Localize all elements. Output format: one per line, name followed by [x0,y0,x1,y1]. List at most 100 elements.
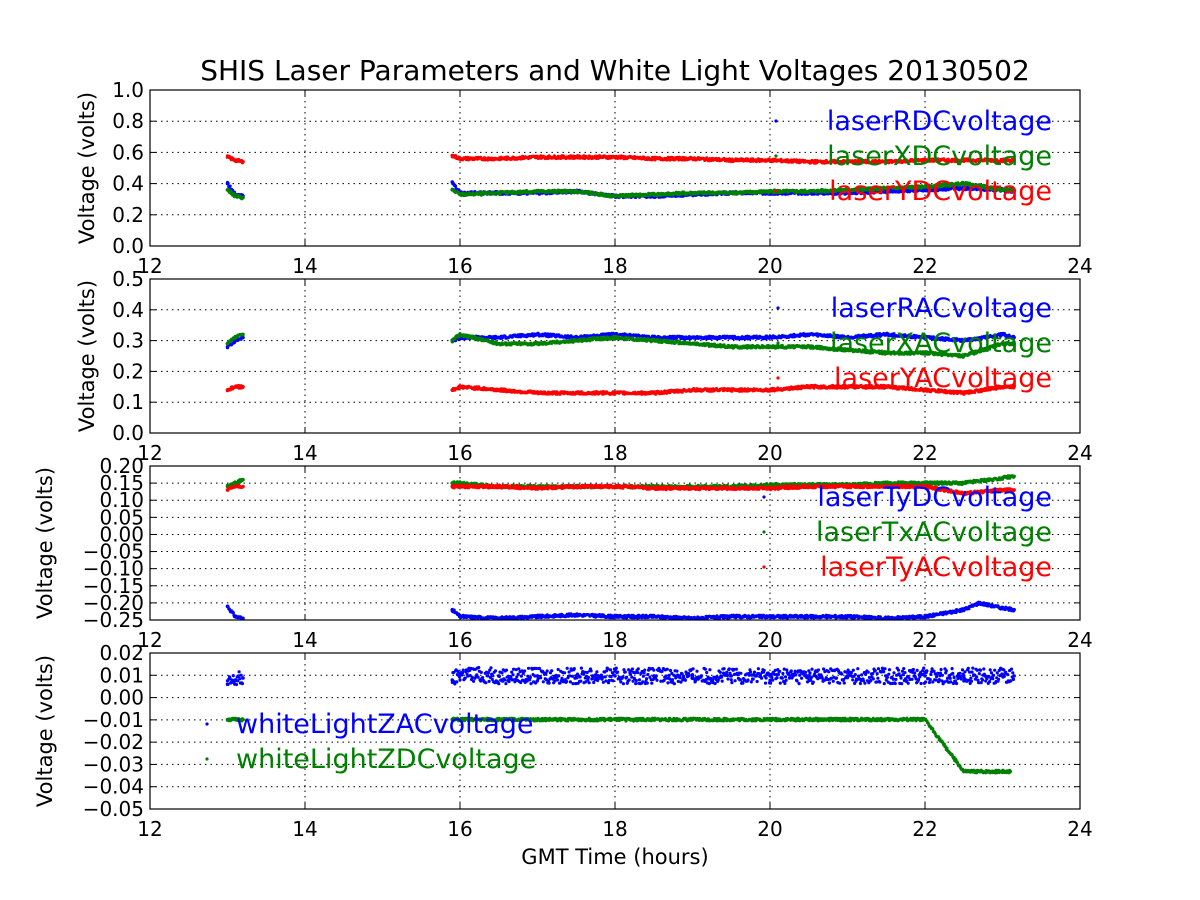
y-tick-label: 0.10 [99,488,144,512]
legend-entry: laserXACvoltage [830,328,1052,359]
y-tick-label: 0.6 [112,140,144,164]
x-tick-label: 24 [1067,628,1092,652]
y-tick-label: 0.5 [112,267,144,291]
y-tick-label: −0.04 [83,775,144,799]
legend-marker [776,376,780,380]
y-tick-label: −0.15 [83,574,144,598]
series-laserXACvoltage [225,332,1016,359]
legend-entry: laserYACvoltage [834,363,1052,394]
y-tick-label: −0.01 [83,708,144,732]
x-tick-label: 24 [1067,441,1092,465]
series-scatter-band [225,331,1016,350]
y-tick-label: 0.2 [112,359,144,383]
x-tick-label: 14 [292,817,317,841]
y-tick-label: −0.05 [83,540,144,564]
x-tick-label: 22 [912,628,937,652]
x-tick-label: 16 [447,817,472,841]
x-axis-label: GMT Time (hours) [521,845,708,869]
plot-area [225,331,1016,396]
legend-entry: laserTyDCvoltage [817,482,1052,513]
panel-2: 12 14 16 18 20 22 24 0.0 0.1 0.2 0.3 0.4 0.5 Voltage … [75,267,1093,465]
x-tick-label: 20 [757,817,782,841]
legend-entry: laserXDCvoltage [827,141,1052,172]
y-tick-label: 0.02 [99,641,144,665]
legend-entry: laserRACvoltage [831,293,1052,324]
x-tick-label: 14 [292,628,317,652]
legend-entry: laserTxACvoltage [816,517,1052,548]
legend-marker [762,495,766,499]
y-axis-label: Voltage (volts) [75,280,99,432]
axes-frame [149,278,1081,434]
plot-area [225,153,1016,201]
legend: laserRDCvoltage laserXDCvoltage laserYDCvo… [774,106,1052,207]
y-tick-label: −0.10 [83,557,144,581]
y-tick-label: −0.20 [83,591,144,615]
legend-entry: laserTyACvoltage [820,552,1052,583]
series-scatter-band [225,600,1016,620]
legend-entry: whiteLightZDCvoltage [236,744,536,775]
x-tick-label: 12 [137,441,162,465]
x-tick-label: 12 [137,817,162,841]
chart-title: SHIS Laser Parameters and White Light Vo… [200,54,1030,87]
y-tick-label: −0.25 [83,608,144,632]
y-tick-label: 0.4 [112,172,144,196]
x-tick-label: 20 [757,628,782,652]
y-tick-label: 0.8 [112,109,144,133]
y-axis-label: Voltage (volts) [33,467,57,619]
series-laserTyDCvoltage [225,600,1016,620]
x-tick-label: 14 [292,254,317,278]
legend: whiteLightZACvoltage whiteLightZDCvoltage [205,709,536,775]
y-tick-label: −0.02 [83,730,144,754]
legend-marker [205,722,209,726]
y-tick-label: 0.1 [112,390,144,414]
panel-4: 12 14 16 18 20 22 24−0.05−0.04−0.03−0.02−0.010… [33,641,1093,841]
x-tick-label: 22 [912,254,937,278]
x-tick-label: 18 [602,817,627,841]
x-tick-label: 12 [137,628,162,652]
y-tick-label: 1.0 [112,78,144,102]
panel-1: 12 14 16 18 20 22 24 0.0 0.2 0.4 0.6 0.8 1.0 Voltage … [75,78,1093,278]
x-tick-label: 20 [757,441,782,465]
series-scatter-band [225,383,1016,396]
series-whiteLightZACvoltage [225,665,1016,687]
series-laserTyACvoltage [225,483,1016,497]
y-axis-label: Voltage (volts) [75,92,99,244]
series-scatter-band [225,180,1016,200]
x-tick-label: 16 [447,628,472,652]
y-tick-label: 0.01 [99,663,144,687]
legend: laserRACvoltage laserXACvoltage laserYACvo… [776,293,1052,394]
legend-marker [205,757,209,761]
legend-marker [776,306,780,310]
legend-marker [774,119,778,123]
legend-marker [776,341,780,345]
x-tick-label: 18 [602,628,627,652]
axes-frame [149,465,1081,621]
series-whiteLightZDCvoltage [225,716,1013,775]
x-tick-label: 16 [447,254,472,278]
y-tick-label: 0.00 [99,686,144,710]
y-tick-label: 0.05 [99,505,144,529]
legend-entry: whiteLightZACvoltage [236,709,534,740]
series-scatter-band [225,153,1016,165]
series-scatter-band [225,332,1016,359]
y-tick-label: 0.2 [112,203,144,227]
x-tick-label: 18 [602,254,627,278]
series-scatter-band [225,483,1016,497]
y-axis-label: Voltage (volts) [33,655,57,807]
x-tick-label: 22 [912,441,937,465]
series-scatter-band [225,180,1016,201]
y-tick-label: −0.05 [83,797,144,821]
y-tick-label: −0.03 [83,752,144,776]
y-tick-label: 0.15 [99,471,144,495]
x-tick-label: 22 [912,817,937,841]
series-laserYACvoltage [225,383,1016,396]
y-tick-label: 0.0 [112,234,144,258]
y-tick-label: 0.00 [99,522,144,546]
y-tick-label: 0.0 [112,421,144,445]
series-laserXDCvoltage [225,180,1016,201]
x-tick-label: 24 [1067,817,1092,841]
legend: laserTyDCvoltage laserTxACvoltage laserTyA… [762,482,1052,583]
x-tick-label: 12 [137,254,162,278]
series-laserYDCvoltage [225,153,1016,165]
